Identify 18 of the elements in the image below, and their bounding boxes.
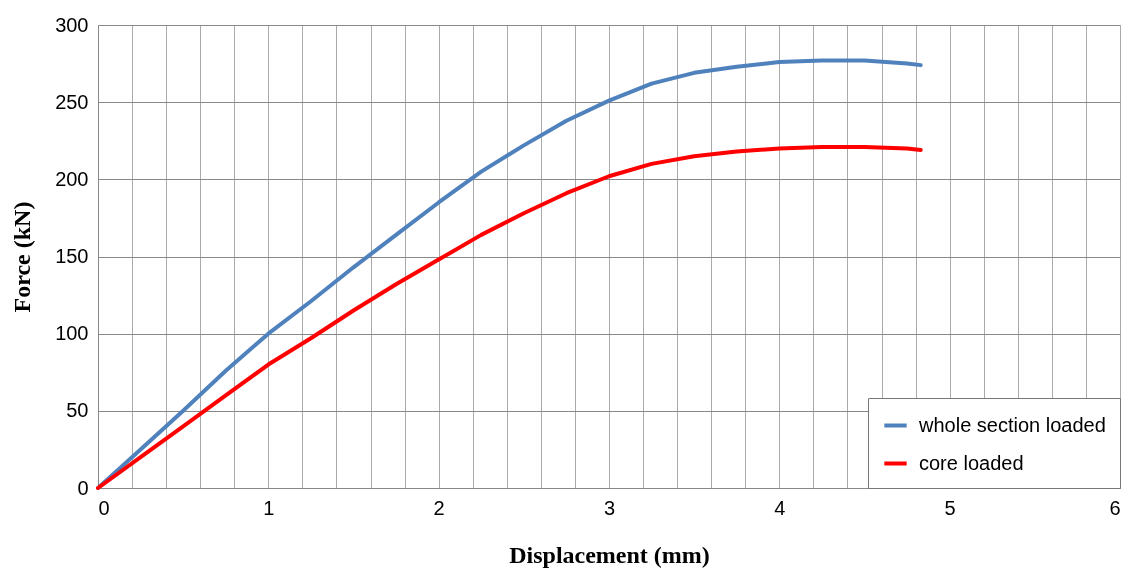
x-tick-label: 4 [774, 496, 786, 519]
x-tick-label: 5 [944, 496, 956, 519]
legend-label: whole section loaded [918, 413, 1106, 436]
x-tick-label: 1 [263, 496, 275, 519]
legend-label: core loaded [919, 451, 1024, 474]
y-tick-label: 100 [55, 322, 89, 345]
x-tick-label: 0 [98, 496, 110, 519]
y-tick-label: 250 [55, 90, 89, 113]
y-tick-label: 200 [55, 167, 89, 190]
y-tick-label: 150 [55, 245, 89, 267]
x-axis-title: Displacement (mm) [509, 541, 710, 568]
x-tick-label: 3 [603, 496, 616, 519]
y-tick-label: 50 [66, 399, 89, 422]
x-tick-label: 2 [433, 496, 445, 519]
y-axis-title: Force (kN) [9, 201, 36, 313]
y-tick-label: 300 [55, 13, 89, 36]
x-tick-label: 6 [1109, 496, 1121, 519]
y-tick-label: 0 [77, 476, 89, 499]
